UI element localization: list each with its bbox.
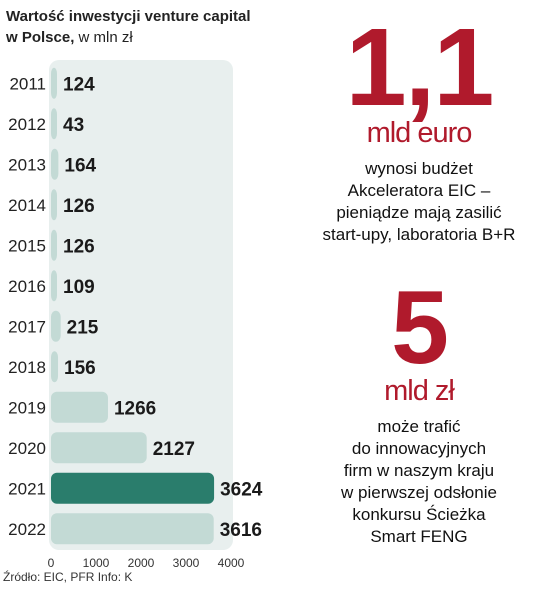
value-label: 109 xyxy=(63,277,95,298)
plot-background xyxy=(49,60,233,550)
category-label: 2022 xyxy=(8,520,46,539)
callout-feng-line: Smart FENG xyxy=(370,527,468,546)
category-label: 2015 xyxy=(8,236,46,255)
callout-feng-number: 5 xyxy=(391,270,449,386)
value-label: 124 xyxy=(63,74,95,95)
value-label: 1266 xyxy=(114,398,156,419)
x-tick-label: 4000 xyxy=(218,556,245,570)
bar xyxy=(51,270,57,302)
callout-feng-line: w pierwszej odsłonie xyxy=(341,483,497,502)
category-label: 2016 xyxy=(8,277,46,296)
bar xyxy=(51,472,215,504)
value-label: 2127 xyxy=(153,439,195,460)
category-label: 2017 xyxy=(8,317,46,336)
bar xyxy=(51,67,57,99)
callout-eic: 1,1 mld euro wynosi budżet Akceleratora … xyxy=(305,6,533,246)
value-label: 164 xyxy=(64,155,96,176)
x-tick-label: 2000 xyxy=(128,556,155,570)
category-label: 2012 xyxy=(8,115,46,134)
category-label: 2013 xyxy=(8,155,46,174)
x-tick-label: 1000 xyxy=(83,556,110,570)
value-label: 215 xyxy=(67,317,99,338)
bar xyxy=(51,310,61,342)
value-label: 3616 xyxy=(220,520,262,541)
value-label: 126 xyxy=(63,196,95,217)
x-tick-label: 3000 xyxy=(173,556,200,570)
bar xyxy=(51,513,214,545)
category-label: 2014 xyxy=(8,196,46,215)
x-tick-label: 0 xyxy=(48,556,55,570)
bar-chart: 2011 124 2012 43 2013 164 2014 126 2015 126 2016 10… xyxy=(8,60,263,570)
source-note: Źródło: EIC, PFR Info: K xyxy=(3,570,133,584)
bar xyxy=(51,108,57,140)
callout-eic-line: pieniądze mają zasilić xyxy=(336,203,502,222)
chart-title-line-1: Wartość inwestycji venture capital xyxy=(6,8,251,25)
category-label: 2019 xyxy=(8,398,46,417)
callout-eic-line: start-upy, laboratoria B+R xyxy=(322,225,516,244)
callout-eic-line: wynosi budżet xyxy=(365,159,473,178)
callout-feng-line: może trafić xyxy=(377,417,461,436)
category-label: 2018 xyxy=(8,358,46,377)
value-label: 3624 xyxy=(220,479,263,500)
bar xyxy=(51,148,59,180)
callout-feng-line: firm w naszym kraju xyxy=(343,461,495,480)
category-label: 2011 xyxy=(9,74,46,93)
callout-feng: 5 mld zł może trafić do innowacyjnych fi… xyxy=(305,270,533,548)
bar xyxy=(51,351,59,383)
bar xyxy=(51,229,57,261)
value-label: 126 xyxy=(63,236,95,257)
bar xyxy=(51,189,57,221)
value-label: 43 xyxy=(63,115,84,136)
callout-feng-text: może trafić do innowacyjnych firm w nasz… xyxy=(305,416,533,548)
callout-eic-text: wynosi budżet Akceleratora EIC – pieniąd… xyxy=(305,158,533,246)
category-label: 2020 xyxy=(8,439,46,458)
bar xyxy=(51,391,108,423)
callout-eic-unit: mld euro xyxy=(366,117,473,149)
chart-title-line-2: w Polsce, xyxy=(6,29,75,46)
callout-feng-unit: mld zł xyxy=(384,375,455,407)
callout-feng-line: konkursu Ścieżka xyxy=(352,505,486,524)
bar xyxy=(51,432,147,464)
callout-eic-number: 1,1 xyxy=(345,6,495,129)
category-label: 2021 xyxy=(8,479,46,498)
chart-title-unit: w mln zł xyxy=(74,29,133,46)
callout-eic-line: Akceleratora EIC – xyxy=(347,181,491,200)
chart-title: Wartość inwestycji venture capital w Pol… xyxy=(6,6,306,48)
value-label: 156 xyxy=(64,358,96,379)
callout-feng-line: do innowacyjnych xyxy=(351,439,487,458)
